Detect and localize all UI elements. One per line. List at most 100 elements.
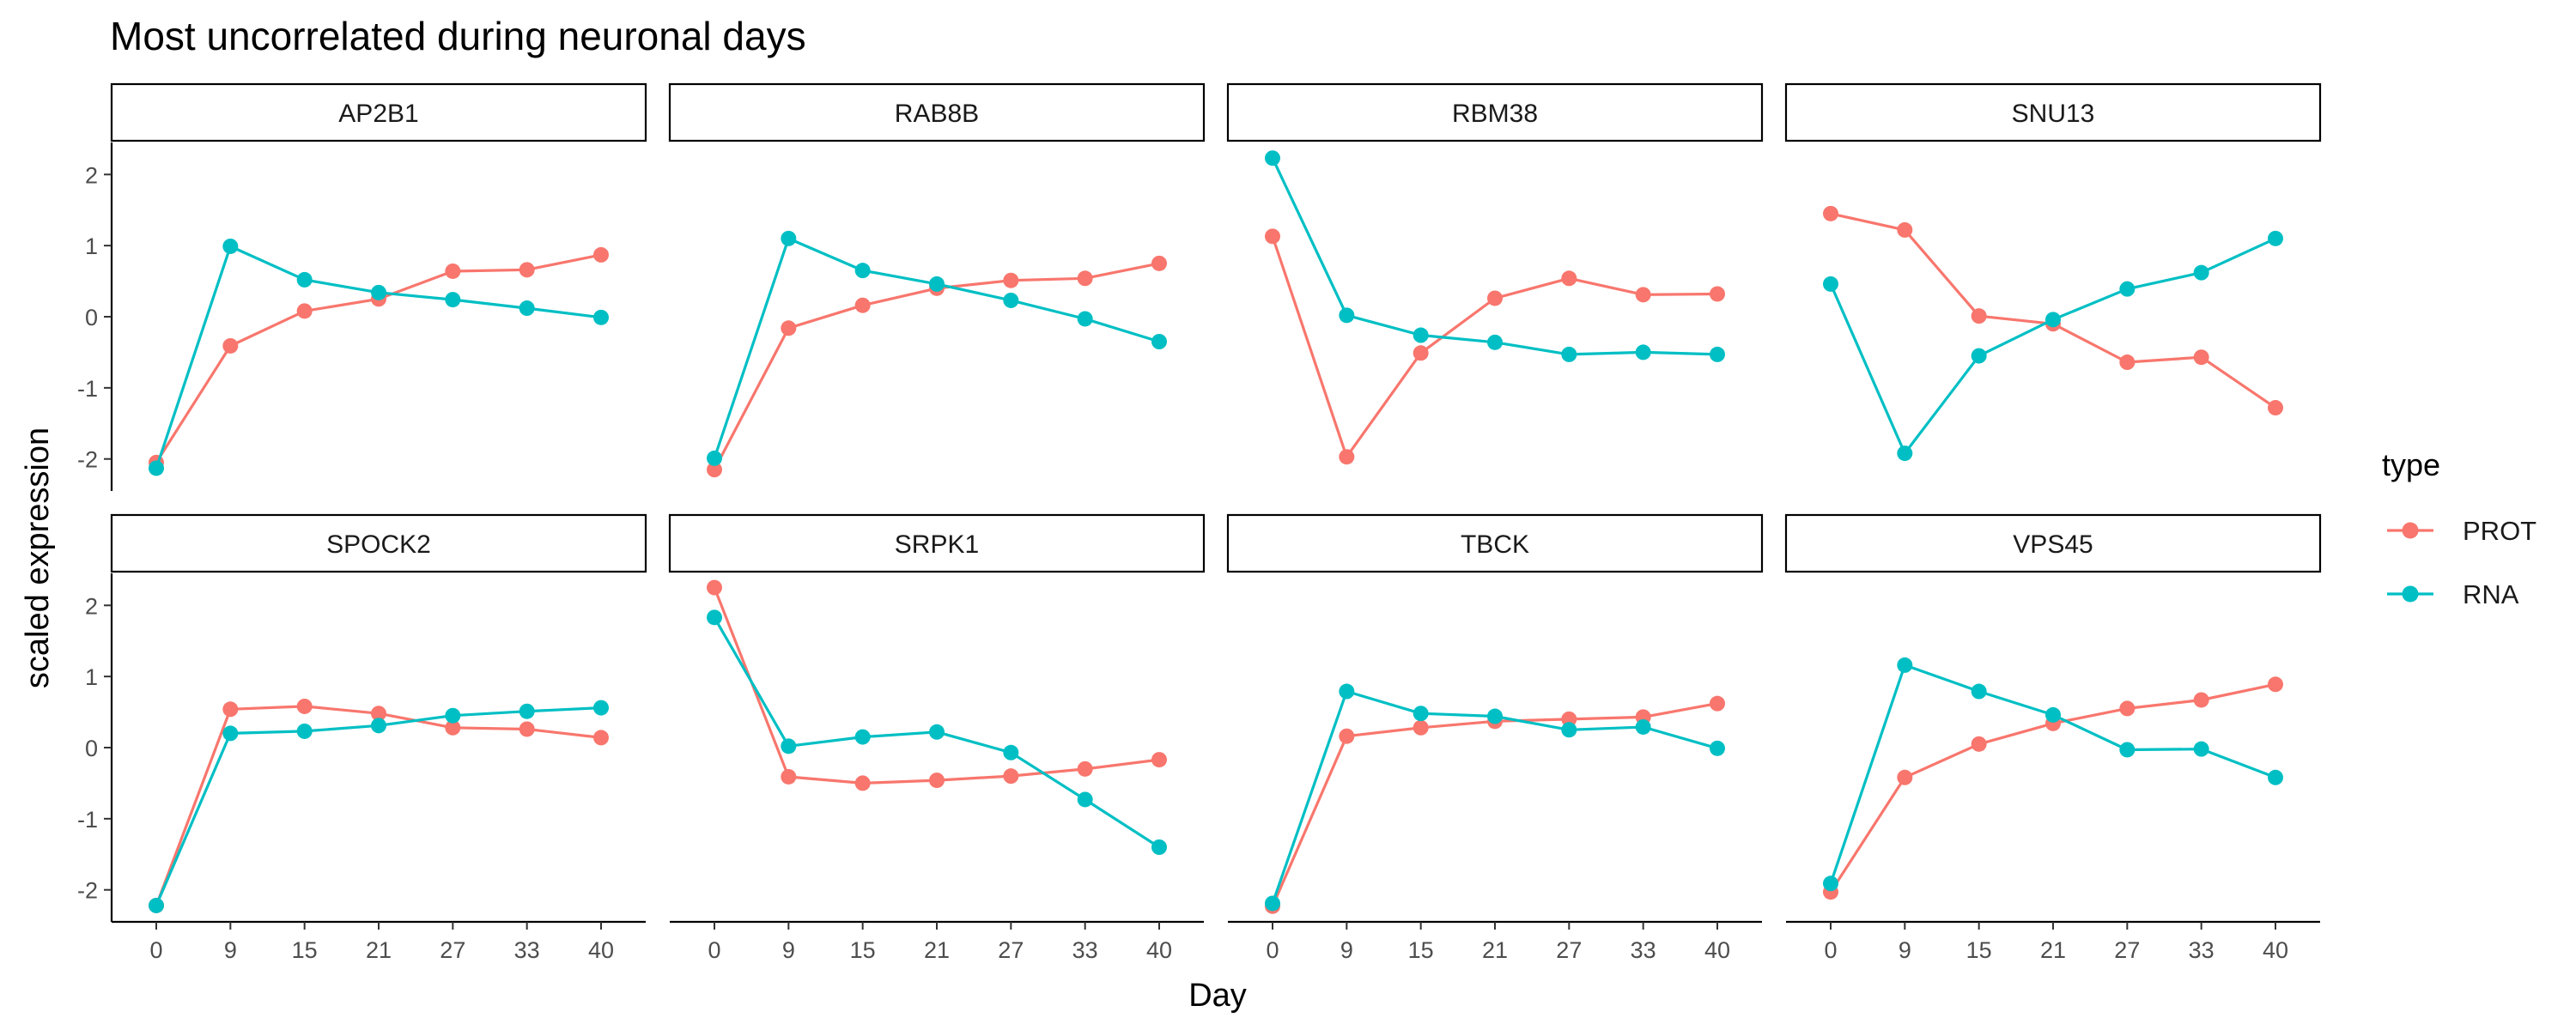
y-tick-label: 0 bbox=[85, 305, 98, 330]
x-tick-label: 0 bbox=[1266, 937, 1279, 963]
series-line-prot bbox=[713, 587, 1160, 785]
data-point-rna bbox=[1897, 445, 1913, 462]
facet-strip bbox=[1226, 513, 1764, 573]
data-point-prot bbox=[371, 706, 386, 722]
data-point-rna bbox=[781, 230, 797, 246]
data-point-rna bbox=[445, 292, 461, 308]
data-point-prot bbox=[1077, 760, 1093, 777]
y-tick-label: 1 bbox=[85, 664, 98, 690]
x-tick-label: 27 bbox=[1556, 937, 1582, 963]
x-tick-label: 9 bbox=[224, 937, 237, 963]
data-point-rna bbox=[1710, 740, 1725, 756]
x-tick-label: 21 bbox=[366, 937, 392, 963]
series-line-prot bbox=[1271, 702, 1718, 907]
x-tick-label: 15 bbox=[850, 937, 876, 963]
x-tick-label: 15 bbox=[1408, 937, 1434, 963]
data-point-prot bbox=[1971, 736, 1987, 752]
facet-panel-vps45: VPS45 0 9 15 21 27 33 40 bbox=[1784, 513, 2322, 963]
data-point-prot bbox=[2193, 692, 2209, 708]
data-point-rna bbox=[1635, 718, 1651, 735]
facet-strip-label: SNU13 bbox=[2012, 100, 2095, 128]
x-tick-label: 40 bbox=[588, 937, 614, 963]
y-tick-label: 0 bbox=[85, 736, 98, 761]
data-point-prot bbox=[1487, 290, 1503, 306]
data-point-rna bbox=[1487, 708, 1503, 724]
facet-strip-label: SPOCK2 bbox=[326, 530, 431, 559]
facet-strip-label: TBCK bbox=[1461, 530, 1529, 559]
data-point-prot bbox=[707, 579, 722, 596]
data-point-rna bbox=[2193, 741, 2209, 757]
facet-panel-tbck: TBCK 0 9 15 21 27 33 40 bbox=[1226, 513, 1764, 963]
series-line-rna bbox=[713, 237, 1160, 459]
x-tick-label: 9 bbox=[1340, 937, 1353, 963]
data-point-prot bbox=[2119, 700, 2136, 717]
data-point-prot bbox=[2193, 349, 2209, 366]
y-tick-label: 2 bbox=[85, 162, 98, 188]
data-point-prot bbox=[1413, 719, 1429, 736]
data-point-rna bbox=[2045, 312, 2061, 328]
data-point-rna bbox=[2268, 769, 2283, 785]
data-point-rna bbox=[1823, 276, 1838, 292]
legend: type PROT RNA bbox=[2382, 447, 2537, 609]
series-line-rna bbox=[1271, 157, 1718, 356]
facet-strip-label: AP2B1 bbox=[338, 100, 418, 128]
data-point-rna bbox=[2119, 281, 2136, 297]
y-tick-label: -1 bbox=[77, 376, 98, 402]
data-point-prot bbox=[1003, 272, 1019, 288]
x-tick-label: 21 bbox=[2040, 937, 2066, 963]
data-point-prot bbox=[1151, 752, 1167, 768]
data-point-prot bbox=[1635, 287, 1651, 303]
facet-strip bbox=[110, 82, 647, 142]
facet-strip bbox=[1784, 513, 2322, 573]
x-tick-label: 27 bbox=[440, 937, 465, 963]
x-tick-label: 21 bbox=[1482, 937, 1508, 963]
data-point-rna bbox=[1823, 876, 1838, 892]
data-point-prot bbox=[519, 262, 535, 278]
data-point-prot bbox=[1710, 695, 1725, 712]
data-point-rna bbox=[1971, 683, 1987, 700]
x-tick-label: 27 bbox=[2114, 937, 2140, 963]
data-point-prot bbox=[1413, 345, 1429, 361]
facet-strip-label: VPS45 bbox=[2013, 530, 2093, 559]
facet-strip bbox=[1226, 82, 1764, 142]
facet-panel-srpk1: SRPK1 0 9 15 21 27 33 40 bbox=[668, 513, 1206, 963]
data-point-rna bbox=[1710, 346, 1725, 362]
x-tick-label: 0 bbox=[708, 937, 720, 963]
data-point-prot bbox=[1823, 205, 1838, 221]
data-point-prot bbox=[1151, 255, 1167, 271]
legend-key-point-rna bbox=[2402, 585, 2419, 603]
data-point-prot bbox=[1561, 270, 1577, 287]
data-point-rna bbox=[371, 284, 386, 300]
data-point-prot bbox=[222, 337, 239, 354]
legend-title: type bbox=[2382, 447, 2440, 482]
y-tick-label: -2 bbox=[77, 878, 98, 904]
data-point-rna bbox=[707, 609, 722, 626]
data-point-rna bbox=[222, 238, 239, 254]
facet-panels: AP2B1 -2 -1 0 1 2 RAB8B RBM38 SNU13 SPOCK2 -2 -1 0 1 2… bbox=[77, 82, 2322, 963]
data-point-rna bbox=[1077, 791, 1093, 808]
legend-key-point-prot bbox=[2402, 522, 2419, 539]
data-point-prot bbox=[1710, 286, 1725, 302]
data-point-prot bbox=[707, 462, 722, 478]
data-point-rna bbox=[222, 725, 239, 742]
data-point-rna bbox=[593, 309, 609, 325]
legend-label-prot: PROT bbox=[2463, 516, 2537, 546]
x-tick-label: 33 bbox=[2189, 937, 2215, 963]
data-point-prot bbox=[781, 320, 797, 336]
data-point-prot bbox=[1077, 270, 1093, 287]
series-line-prot bbox=[155, 705, 602, 906]
y-axis-title: scaled expression bbox=[20, 427, 56, 688]
data-point-prot bbox=[222, 701, 239, 718]
data-point-rna bbox=[519, 300, 535, 317]
data-point-rna bbox=[593, 700, 609, 716]
data-point-rna bbox=[2045, 706, 2061, 723]
y-tick-label: -2 bbox=[77, 447, 98, 473]
data-point-rna bbox=[1561, 722, 1577, 738]
data-point-rna bbox=[1413, 706, 1429, 722]
data-point-prot bbox=[593, 246, 609, 263]
data-point-prot bbox=[445, 263, 461, 279]
data-point-rna bbox=[1151, 334, 1167, 349]
data-point-rna bbox=[1487, 334, 1503, 350]
x-tick-label: 33 bbox=[514, 937, 540, 963]
x-tick-label: 9 bbox=[782, 937, 795, 963]
